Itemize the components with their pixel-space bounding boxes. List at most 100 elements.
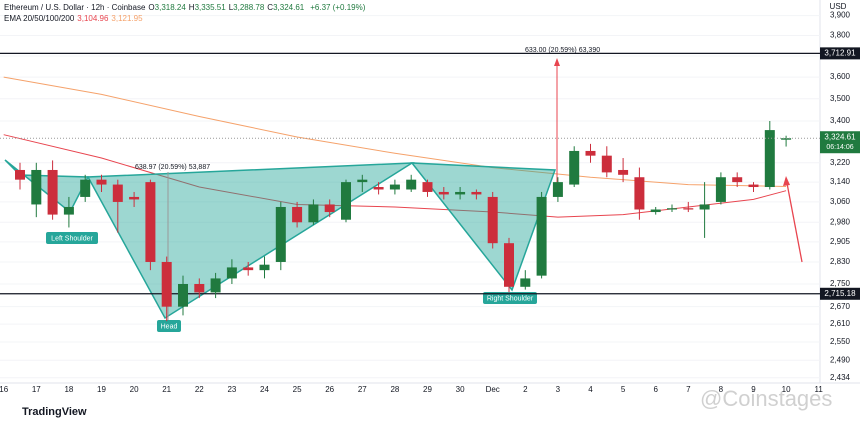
ohlc-key: C <box>267 3 274 12</box>
ohlc-key: O <box>148 3 155 12</box>
annotation: 638.97 (20.59%) 53,887 <box>135 164 210 171</box>
candle-body <box>63 206 74 215</box>
candle-body <box>683 208 694 210</box>
candle-body <box>357 179 368 183</box>
candle-body <box>178 283 188 307</box>
candle-body <box>15 169 25 180</box>
x-tick-label: 11 <box>815 385 824 394</box>
y-tick-label: 2,830 <box>830 257 851 266</box>
price-badge <box>820 131 860 154</box>
y-tick-label: 3,600 <box>830 72 851 81</box>
label-box <box>483 292 537 304</box>
candle-body <box>145 182 156 262</box>
candle-body <box>308 204 319 223</box>
ohlc: O3,318.24 H3,335.51 L3,288.78 C3,324.61 <box>148 3 307 12</box>
x-tick-label: 8 <box>719 385 724 394</box>
y-tick-label: 2,434 <box>830 373 851 382</box>
candle-body <box>471 191 482 195</box>
ohlc-value: 3,335.51 <box>194 3 226 12</box>
x-tick-label: 4 <box>588 385 593 394</box>
candle-body <box>552 182 563 197</box>
x-tick-label: 6 <box>653 385 658 394</box>
candle-body <box>275 206 286 262</box>
x-tick-label: 27 <box>358 385 367 394</box>
x-tick-label: 7 <box>686 385 691 394</box>
ema-value: 3,121.95 <box>111 14 143 23</box>
ohlc-value: 3,318.24 <box>154 3 186 12</box>
candle-body <box>585 150 596 156</box>
x-tick-label: 24 <box>260 385 269 394</box>
candle-body <box>226 267 237 279</box>
x-tick-label: 19 <box>97 385 106 394</box>
y-tick-label: 2,670 <box>830 302 851 311</box>
candle-body <box>406 179 417 190</box>
ema-label: EMA 20/50/100/200 <box>4 14 75 23</box>
y-tick-label: 3,900 <box>830 11 851 20</box>
pattern-label: Left Shoulder <box>51 235 93 242</box>
candle-body <box>634 177 645 210</box>
annotation: 633.00 (20.59%) 63,390 <box>525 47 600 54</box>
change: +6.37 (+0.19%) <box>310 3 366 12</box>
arrow-head <box>554 58 560 66</box>
y-tick-label: 3,400 <box>830 116 851 125</box>
x-tick-label: 3 <box>556 385 561 394</box>
candle-body <box>259 264 270 271</box>
x-tick-label: 26 <box>325 385 334 394</box>
y-tick-label: 3,220 <box>830 158 851 167</box>
candle-body <box>243 267 254 271</box>
candle-body <box>487 196 498 244</box>
ema-row: EMA 20/50/100/200 3,104.96 3,121.95 <box>4 13 368 24</box>
candle-body <box>520 278 531 287</box>
level-badge <box>820 287 860 300</box>
level-label: 2,715.18 <box>824 289 856 298</box>
candle-body <box>373 187 384 190</box>
ohlc-key: L <box>228 3 234 12</box>
x-tick-label: 17 <box>32 385 41 394</box>
candle-body <box>324 204 335 213</box>
candle-body <box>129 196 140 200</box>
candle-body <box>292 206 303 223</box>
arrow-head <box>783 176 790 186</box>
candle-body <box>422 182 433 192</box>
x-tick-label: 30 <box>456 385 465 394</box>
price-label: 3,324.61 <box>824 132 856 141</box>
candle-body <box>732 177 743 183</box>
countdown: 06:14:06 <box>826 144 853 151</box>
x-tick-label: 22 <box>195 385 204 394</box>
candle-body <box>699 204 710 210</box>
candle-body <box>194 283 205 293</box>
candle-body <box>455 191 466 195</box>
candle-body <box>569 150 580 185</box>
x-tick-label: 23 <box>227 385 236 394</box>
y-tick-label: 3,800 <box>830 31 851 40</box>
watermark: @Coinstages <box>700 386 832 411</box>
candle-body <box>112 184 123 202</box>
candle-body <box>764 130 775 188</box>
symbol-row: Ethereum / U.S. Dollar · 12h · Coinbase O… <box>4 2 368 13</box>
x-tick-label: 16 <box>0 385 9 394</box>
level-label: 3,712.91 <box>824 48 856 57</box>
candle-body <box>601 155 612 173</box>
y-tick-label: 2,750 <box>830 279 851 288</box>
ohlc-key: H <box>188 3 195 12</box>
x-tick-label: 21 <box>162 385 171 394</box>
x-tick-label: 29 <box>423 385 432 394</box>
candle-body <box>31 169 42 205</box>
pattern-label: Right Shoulder <box>487 295 534 302</box>
y-tick-label: 2,610 <box>830 319 851 328</box>
x-tick-label: 18 <box>64 385 73 394</box>
candle-body <box>715 177 726 202</box>
candle-body <box>748 184 759 188</box>
x-tick-label: Dec <box>486 385 500 394</box>
x-tick-label: 10 <box>782 385 791 394</box>
arrow <box>785 177 803 263</box>
y-tick-label: 2,905 <box>830 237 851 246</box>
candle-body <box>504 243 514 287</box>
candle-body <box>618 169 629 175</box>
candle-body <box>536 196 547 276</box>
ohlc-value: 3,288.78 <box>233 3 265 12</box>
right-shoulder-area <box>410 162 557 292</box>
pattern-label: Head <box>161 323 178 330</box>
